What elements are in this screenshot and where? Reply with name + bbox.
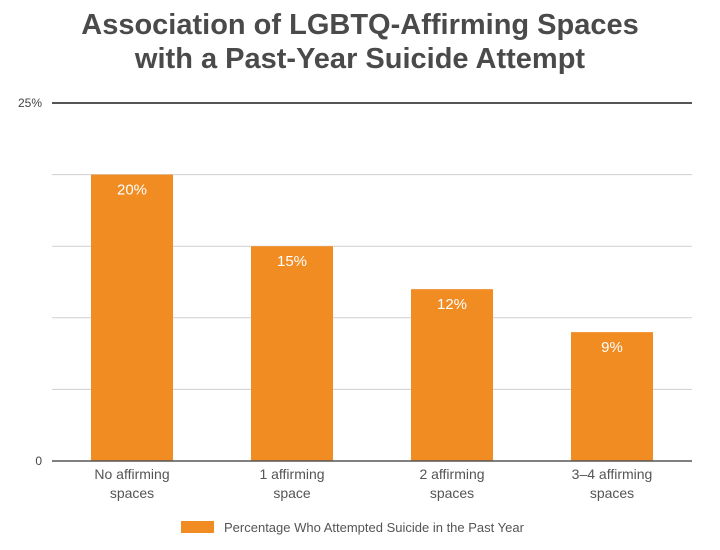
x-tick-label: space <box>273 485 311 501</box>
bar <box>91 174 173 461</box>
data-label: 9% <box>601 339 623 356</box>
x-tick-label: No affirming <box>94 466 169 482</box>
legend-label: Percentage Who Attempted Suicide in the … <box>224 520 525 535</box>
x-tick-label: 2 affirming <box>419 466 484 482</box>
bar <box>571 332 653 461</box>
legend-swatch <box>181 521 214 533</box>
x-tick-label: spaces <box>430 485 474 501</box>
title-line-2: with a Past-Year Suicide Attempt <box>134 43 586 75</box>
bar <box>251 246 333 461</box>
data-label: 20% <box>117 182 147 199</box>
x-tick-label: 3–4 affirming <box>572 466 653 482</box>
data-label: 15% <box>277 253 307 270</box>
x-tick-label: spaces <box>590 485 634 501</box>
x-tick-label: spaces <box>110 485 154 501</box>
y-tick-label: 25% <box>18 96 42 110</box>
bar <box>411 289 493 461</box>
data-label: 12% <box>437 296 467 313</box>
chart-title: Association of LGBTQ-Affirming Spaces wi… <box>0 8 720 76</box>
y-tick-label: 0 <box>35 454 42 468</box>
title-line-1: Association of LGBTQ-Affirming Spaces <box>81 9 639 41</box>
x-tick-label: 1 affirming <box>259 466 324 482</box>
